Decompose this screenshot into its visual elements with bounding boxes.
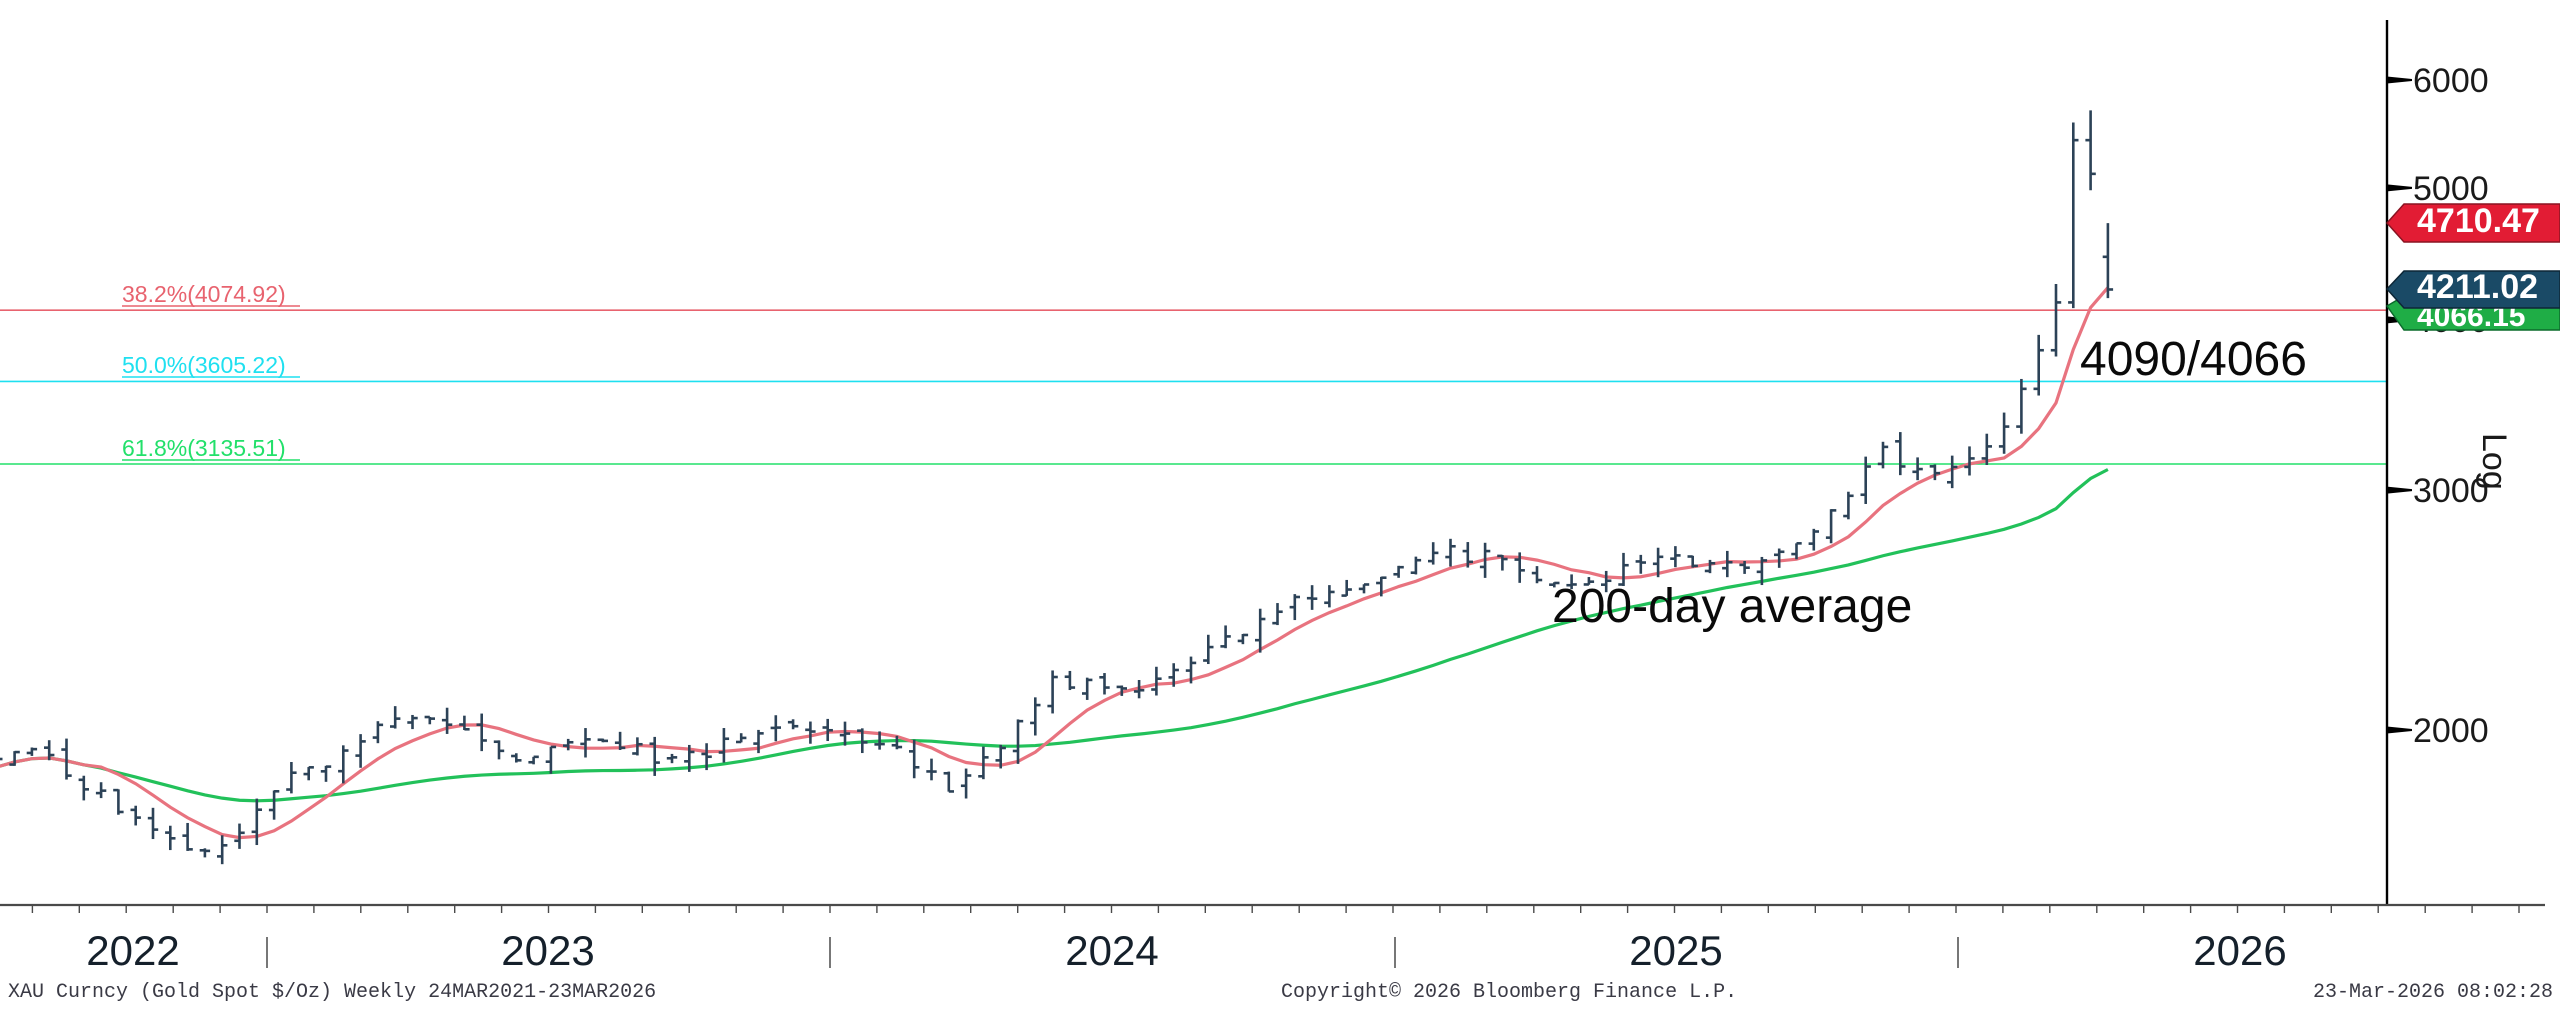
svg-text:XAU Curncy (Gold Spot $/Oz): XAU Curncy (Gold Spot $/Oz) Weekly 24MAR… <box>8 981 656 1004</box>
svg-text:50.0%(3605.22): 50.0%(3605.22) <box>122 352 286 378</box>
svg-text:200-day average: 200-day average <box>1552 580 1912 633</box>
svg-text:38.2%(4074.92): 38.2%(4074.92) <box>122 281 286 307</box>
svg-text:61.8%(3135.51): 61.8%(3135.51) <box>122 435 286 461</box>
svg-text:4090/4066: 4090/4066 <box>2080 333 2307 386</box>
svg-text:2025: 2025 <box>1629 927 1722 974</box>
svg-text:6000: 6000 <box>2413 62 2489 100</box>
svg-text:4710.47: 4710.47 <box>2417 202 2540 240</box>
svg-text:2026: 2026 <box>2193 927 2286 974</box>
svg-text:4211.02: 4211.02 <box>2417 268 2538 306</box>
svg-text:23-Mar-2026 08:02:28: 23-Mar-2026 08:02:28 <box>2313 981 2553 1004</box>
svg-text:2022: 2022 <box>86 927 179 974</box>
svg-text:Copyright© 2026 Bloomberg Fina: Copyright© 2026 Bloomberg Finance L.P. <box>1281 981 1737 1004</box>
svg-text:Log: Log <box>2475 433 2513 490</box>
svg-text:2024: 2024 <box>1065 927 1158 974</box>
svg-text:2023: 2023 <box>501 927 594 974</box>
svg-text:2000: 2000 <box>2413 712 2489 750</box>
